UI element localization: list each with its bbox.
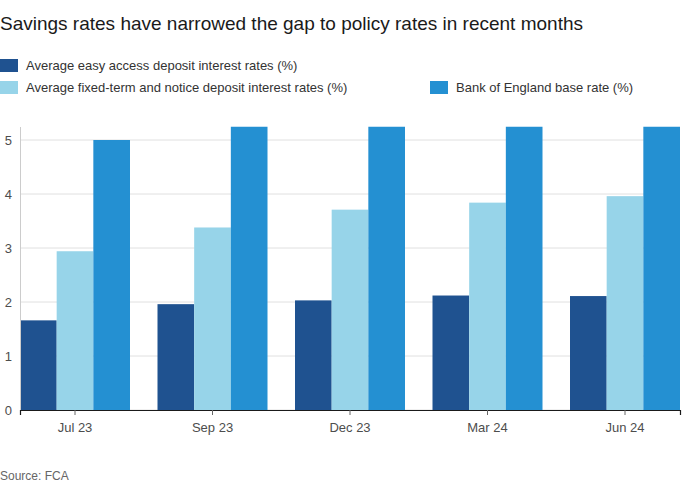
x-tick-label: Sep 23 bbox=[192, 420, 233, 435]
y-tick-label: 3 bbox=[5, 241, 12, 256]
bar bbox=[643, 127, 680, 411]
legend-item: Bank of England base rate (%) bbox=[430, 80, 633, 95]
bar bbox=[295, 300, 332, 410]
bar bbox=[570, 296, 607, 410]
legend-swatch bbox=[0, 81, 18, 94]
bar bbox=[607, 196, 644, 410]
y-tick-label: 5 bbox=[5, 133, 12, 148]
x-tick: Jul 23 bbox=[58, 410, 93, 435]
y-tick: 4 bbox=[5, 187, 20, 202]
bar bbox=[158, 304, 195, 410]
x-tick: Mar 24 bbox=[467, 410, 507, 435]
legend: Average easy access deposit interest rat… bbox=[0, 58, 633, 95]
x-tick-mark bbox=[487, 410, 488, 415]
bar bbox=[433, 296, 470, 410]
bar bbox=[469, 203, 506, 410]
x-tick-mark bbox=[625, 410, 626, 415]
legend-label: Bank of England base rate (%) bbox=[456, 80, 633, 95]
chart: Savings rates have narrowed the gap to p… bbox=[0, 0, 700, 500]
grid bbox=[20, 140, 680, 410]
bar bbox=[57, 251, 94, 410]
x-axis: Jul 23 Sep 23 Dec 23 Mar 24 Jun 24 bbox=[21, 410, 681, 435]
y-tick-label: 1 bbox=[5, 349, 12, 364]
x-tick-mark bbox=[75, 410, 76, 415]
x-tick-label: Dec 23 bbox=[329, 420, 370, 435]
y-tick-label: 2 bbox=[5, 295, 12, 310]
x-tick-label: Jun 24 bbox=[605, 420, 644, 435]
background bbox=[0, 0, 700, 500]
y-tick: 2 bbox=[5, 295, 20, 310]
legend-item: Average fixed-term and notice deposit in… bbox=[0, 80, 347, 95]
y-tick-label: 0 bbox=[5, 403, 12, 418]
x-tick-label: Mar 24 bbox=[467, 420, 507, 435]
bar bbox=[20, 320, 57, 410]
x-tick-mark bbox=[350, 410, 351, 415]
x-tick: Dec 23 bbox=[329, 410, 370, 435]
legend-swatch bbox=[0, 59, 18, 72]
bar bbox=[93, 140, 130, 410]
x-tick: Sep 23 bbox=[192, 410, 233, 435]
legend-label: Average easy access deposit interest rat… bbox=[26, 58, 297, 73]
x-axis-line bbox=[21, 411, 681, 416]
y-axis: 0 1 2 3 4 5 bbox=[5, 127, 21, 418]
source: Source: FCA bbox=[0, 469, 69, 483]
y-axis-line bbox=[20, 127, 21, 411]
legend-item: Average easy access deposit interest rat… bbox=[0, 58, 297, 73]
bar bbox=[506, 127, 543, 411]
y-tick: 3 bbox=[5, 241, 20, 256]
y-tick: 5 bbox=[5, 133, 20, 148]
y-tick: 0 bbox=[5, 403, 20, 418]
y-tick: 1 bbox=[5, 349, 20, 364]
y-tick-label: 4 bbox=[5, 187, 12, 202]
legend-swatch bbox=[430, 81, 448, 94]
x-tick-mark bbox=[212, 410, 213, 415]
bar bbox=[368, 127, 405, 411]
bar bbox=[332, 210, 369, 410]
bar bbox=[231, 127, 268, 411]
legend-label: Average fixed-term and notice deposit in… bbox=[26, 80, 347, 95]
bars bbox=[20, 127, 680, 411]
x-tick: Jun 24 bbox=[605, 410, 644, 435]
x-tick-label: Jul 23 bbox=[58, 420, 93, 435]
title: Savings rates have narrowed the gap to p… bbox=[0, 13, 583, 34]
bar bbox=[194, 227, 231, 410]
